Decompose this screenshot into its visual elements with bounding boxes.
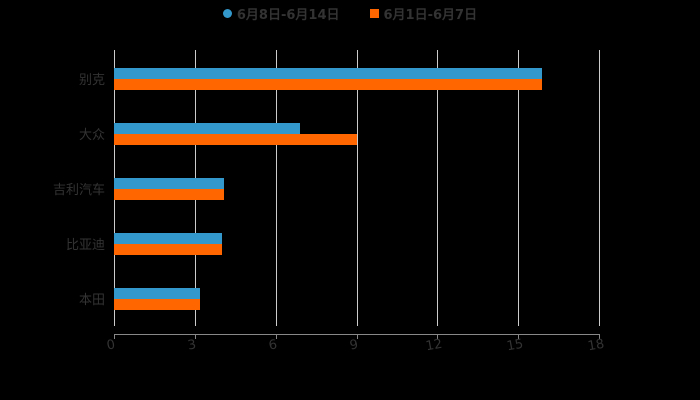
bar-week1[interactable] [114,133,357,145]
category-label: 大众 [78,127,105,143]
legend-circle-icon [222,8,232,18]
category-label: 吉利汽车 [52,183,105,198]
bar-week1[interactable] [114,244,222,256]
bar-week1[interactable] [114,299,201,311]
bar-week2[interactable] [114,122,300,134]
legend-label: 6月8日-6月14日 [236,7,340,23]
x-tick [114,334,115,339]
x-tick-label: 12 [424,336,444,355]
x-tick [599,334,600,339]
x-tick [356,334,358,339]
bar-week2[interactable] [114,67,543,79]
x-tick-label: 6 [267,337,279,354]
chart-legend: 6月8日-6月14日 6月1日-6月7日 [0,4,700,23]
x-tick [518,334,520,339]
x-tick-label: 0 [105,337,117,354]
gridline [437,50,438,326]
category-label: 别克 [78,72,105,88]
legend-label: 6月1日-6月7日 [383,7,478,23]
gridline [357,50,358,326]
x-tick-label: 18 [586,336,606,355]
x-tick [437,334,439,339]
gridline [276,50,277,326]
x-tick-label: 15 [505,336,525,355]
x-tick-label: 9 [348,337,359,354]
legend-item-week2[interactable]: 6月8日-6月14日 [222,4,340,23]
x-tick [275,334,277,339]
category-label: 比亚迪 [65,238,105,254]
category-label: 本田 [78,293,105,309]
bar-week1[interactable] [114,78,543,90]
bar-week2[interactable] [114,288,201,300]
bar-week2[interactable] [114,178,225,189]
gridline [599,50,600,326]
legend-square-icon [369,8,379,18]
x-tick-label: 3 [186,337,198,354]
legend-item-week1[interactable]: 6月1日-6月7日 [369,4,478,23]
x-tick [194,334,196,339]
gridline [518,50,519,326]
bar-week2[interactable] [114,233,222,245]
bar-week1[interactable] [114,189,225,200]
